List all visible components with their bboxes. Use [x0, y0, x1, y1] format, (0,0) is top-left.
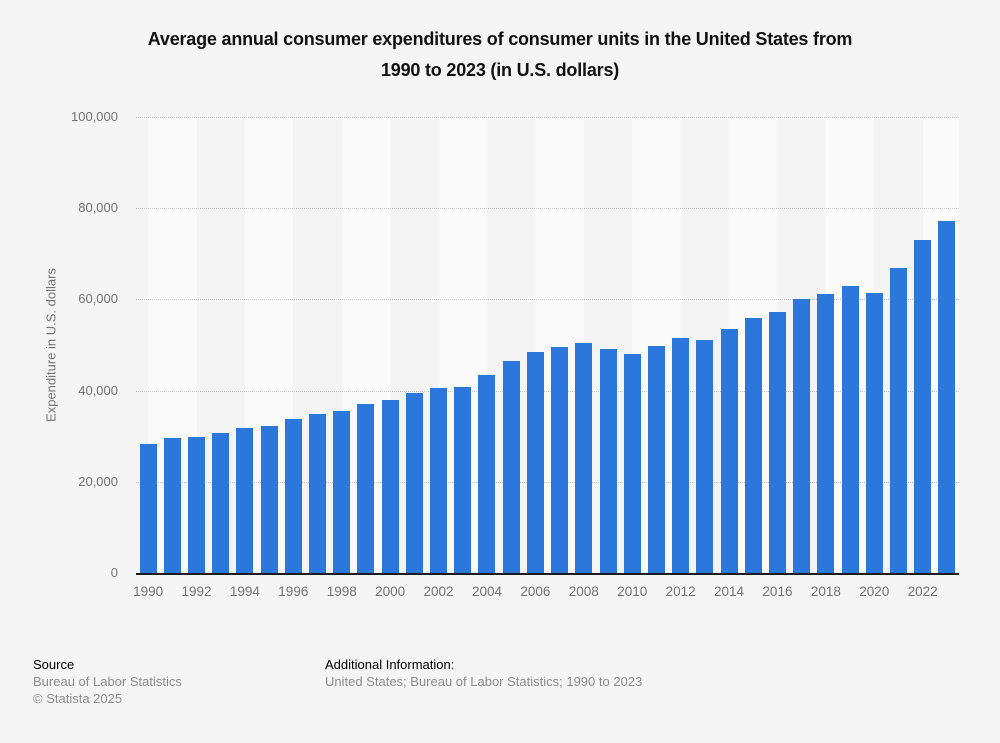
y-tick-label-40000: 40,000	[78, 382, 118, 398]
x-tick-label-2006: 2006	[520, 584, 551, 599]
bar-1996[interactable]	[284, 418, 302, 573]
bar-2013[interactable]	[696, 339, 714, 573]
bar-2020[interactable]	[865, 293, 883, 573]
x-tick-label-2012: 2012	[665, 584, 696, 599]
x-tick-label-2004: 2004	[471, 584, 502, 599]
y-tick-label-100000: 100,000	[71, 109, 118, 124]
bar-1991[interactable]	[163, 437, 181, 573]
additional-info-text: United States; Bureau of Labor Statistic…	[325, 674, 643, 689]
bar-2014[interactable]	[720, 329, 738, 573]
bar-2008[interactable]	[575, 342, 593, 573]
gridline-100000	[136, 117, 959, 118]
bar-1995[interactable]	[260, 425, 278, 573]
x-tick-label-2010: 2010	[617, 584, 648, 599]
bar-2019[interactable]	[841, 285, 859, 573]
x-tick-label-2014: 2014	[714, 584, 745, 599]
bar-1990[interactable]	[139, 443, 157, 573]
source-block: Source Bureau of Labor Statistics © Stat…	[33, 656, 182, 707]
bar-2006[interactable]	[526, 352, 544, 573]
bar-1997[interactable]	[309, 414, 327, 573]
x-tick-label-1998: 1998	[326, 584, 357, 599]
bar-2021[interactable]	[889, 267, 907, 573]
x-tick-label-2008: 2008	[568, 584, 599, 599]
x-tick-label-1994: 1994	[229, 584, 260, 599]
bar-1993[interactable]	[212, 433, 230, 573]
bar-2012[interactable]	[672, 338, 690, 573]
x-tick-label-2018: 2018	[810, 584, 841, 599]
bar-2023[interactable]	[938, 220, 956, 573]
y-tick-label-60000: 60,000	[78, 291, 118, 307]
bar-2002[interactable]	[430, 387, 448, 573]
bar-2017[interactable]	[793, 299, 811, 573]
y-tick-label-80000: 80,000	[78, 200, 118, 216]
bar-1992[interactable]	[188, 436, 205, 573]
source-name: Bureau of Labor Statistics	[33, 674, 182, 689]
chart-title-line1: Average annual consumer expenditures of …	[147, 29, 853, 49]
bar-2015[interactable]	[744, 317, 762, 573]
bar-2001[interactable]	[405, 392, 423, 573]
x-tick-label-2000: 2000	[375, 584, 406, 599]
statista-copyright: © Statista 2025	[33, 691, 123, 706]
gridline-40000	[136, 390, 959, 392]
source-label: Source	[33, 657, 75, 672]
y-tick-label-20000: 20,000	[78, 473, 118, 489]
bar-1999[interactable]	[357, 404, 375, 573]
bar-2009[interactable]	[599, 349, 617, 573]
bar-2022[interactable]	[914, 240, 932, 573]
bar-1994[interactable]	[236, 428, 254, 573]
x-tick-label-2002: 2002	[423, 584, 454, 599]
chart-title-line2: 1990 to 2023 (in U.S. dollars)	[380, 60, 620, 80]
x-tick-label-1990: 1990	[133, 584, 164, 599]
chart-title: Average annual consumer expenditures of …	[0, 24, 1000, 86]
x-tick-label-2022: 2022	[907, 584, 938, 599]
bar-2000[interactable]	[381, 399, 399, 573]
bar-2018[interactable]	[817, 293, 835, 573]
additional-info-block: Additional Information: United States; B…	[325, 656, 642, 690]
gridline-20000	[136, 481, 959, 483]
gridline-60000	[136, 299, 959, 301]
bar-1998[interactable]	[333, 410, 351, 573]
bar-2004[interactable]	[478, 375, 496, 573]
plot-area	[136, 117, 959, 575]
gridline-80000	[136, 208, 959, 210]
x-tick-label-1996: 1996	[278, 584, 309, 599]
bar-2016[interactable]	[768, 311, 786, 573]
additional-info-label: Additional Information:	[325, 657, 455, 672]
bar-2007[interactable]	[551, 346, 569, 573]
x-tick-label-2020: 2020	[859, 584, 890, 599]
x-tick-label-2016: 2016	[762, 584, 793, 599]
x-tick-label-1992: 1992	[181, 584, 212, 599]
y-tick-label-0: 0	[110, 565, 118, 580]
bar-2010[interactable]	[623, 353, 641, 573]
bar-2011[interactable]	[647, 346, 665, 573]
bar-2003[interactable]	[454, 386, 472, 573]
bar-2005[interactable]	[502, 361, 520, 573]
